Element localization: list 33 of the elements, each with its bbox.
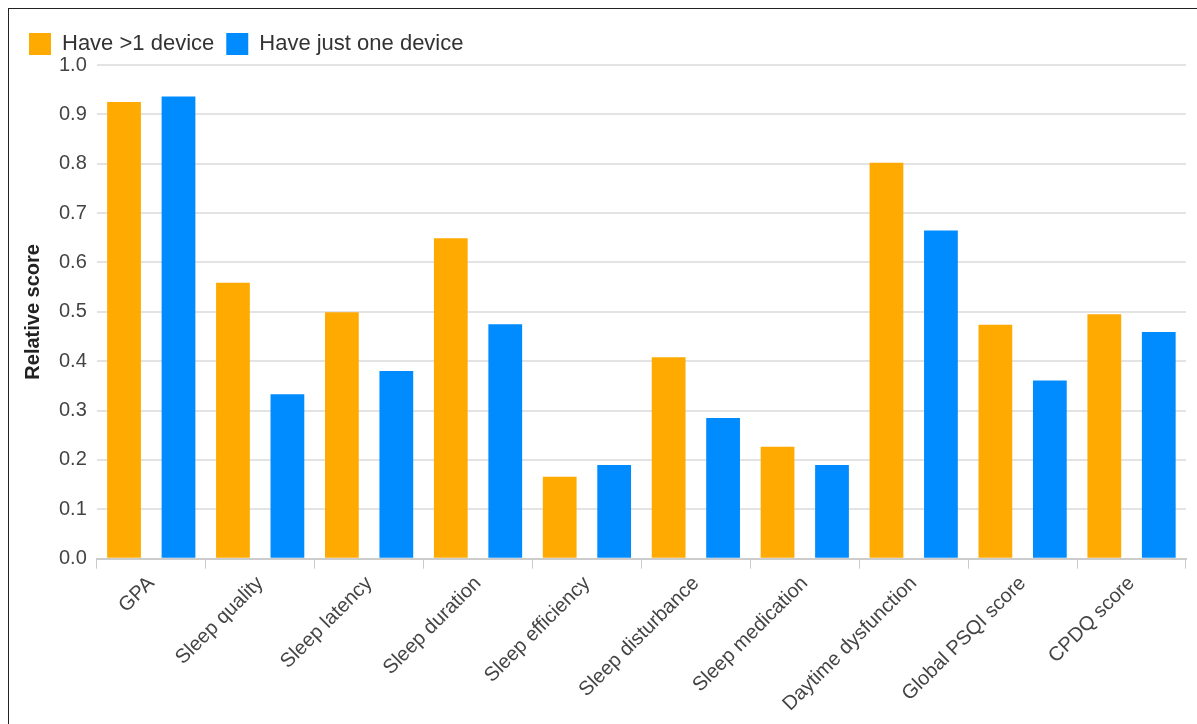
bar (379, 371, 414, 558)
bar (433, 238, 468, 558)
y-tick-label: 0.6 (58, 249, 87, 272)
legend-label: Have just one device (259, 30, 464, 56)
y-tick-label: 0.8 (58, 151, 87, 174)
bar (107, 102, 141, 558)
bar (161, 96, 196, 558)
y-tick-label: 0.3 (58, 398, 87, 421)
bar (597, 464, 632, 558)
bar (216, 282, 250, 558)
bar (651, 357, 686, 558)
bar (869, 162, 904, 558)
bar (706, 417, 740, 558)
y-tick-label: 0.9 (58, 101, 87, 124)
bar (1087, 314, 1122, 558)
bar (978, 324, 1013, 558)
y-axis-title: Relative score (20, 244, 43, 380)
y-tick-label: 0.4 (58, 348, 87, 371)
y-tick-label: 0.2 (58, 447, 87, 470)
bar (488, 324, 523, 558)
bar (1032, 380, 1067, 558)
y-tick-label: 0.7 (58, 200, 87, 223)
bar (270, 394, 305, 558)
bar (324, 312, 359, 558)
y-tick-label: 0.1 (58, 496, 87, 519)
bar (1141, 332, 1176, 558)
bar (924, 230, 958, 558)
bar (760, 446, 795, 558)
y-tick-label: 0.5 (58, 299, 87, 322)
x-tick-label: GPA (113, 570, 159, 616)
bar (542, 476, 577, 558)
bar (815, 464, 849, 558)
y-tick-label: 0.0 (58, 546, 87, 569)
